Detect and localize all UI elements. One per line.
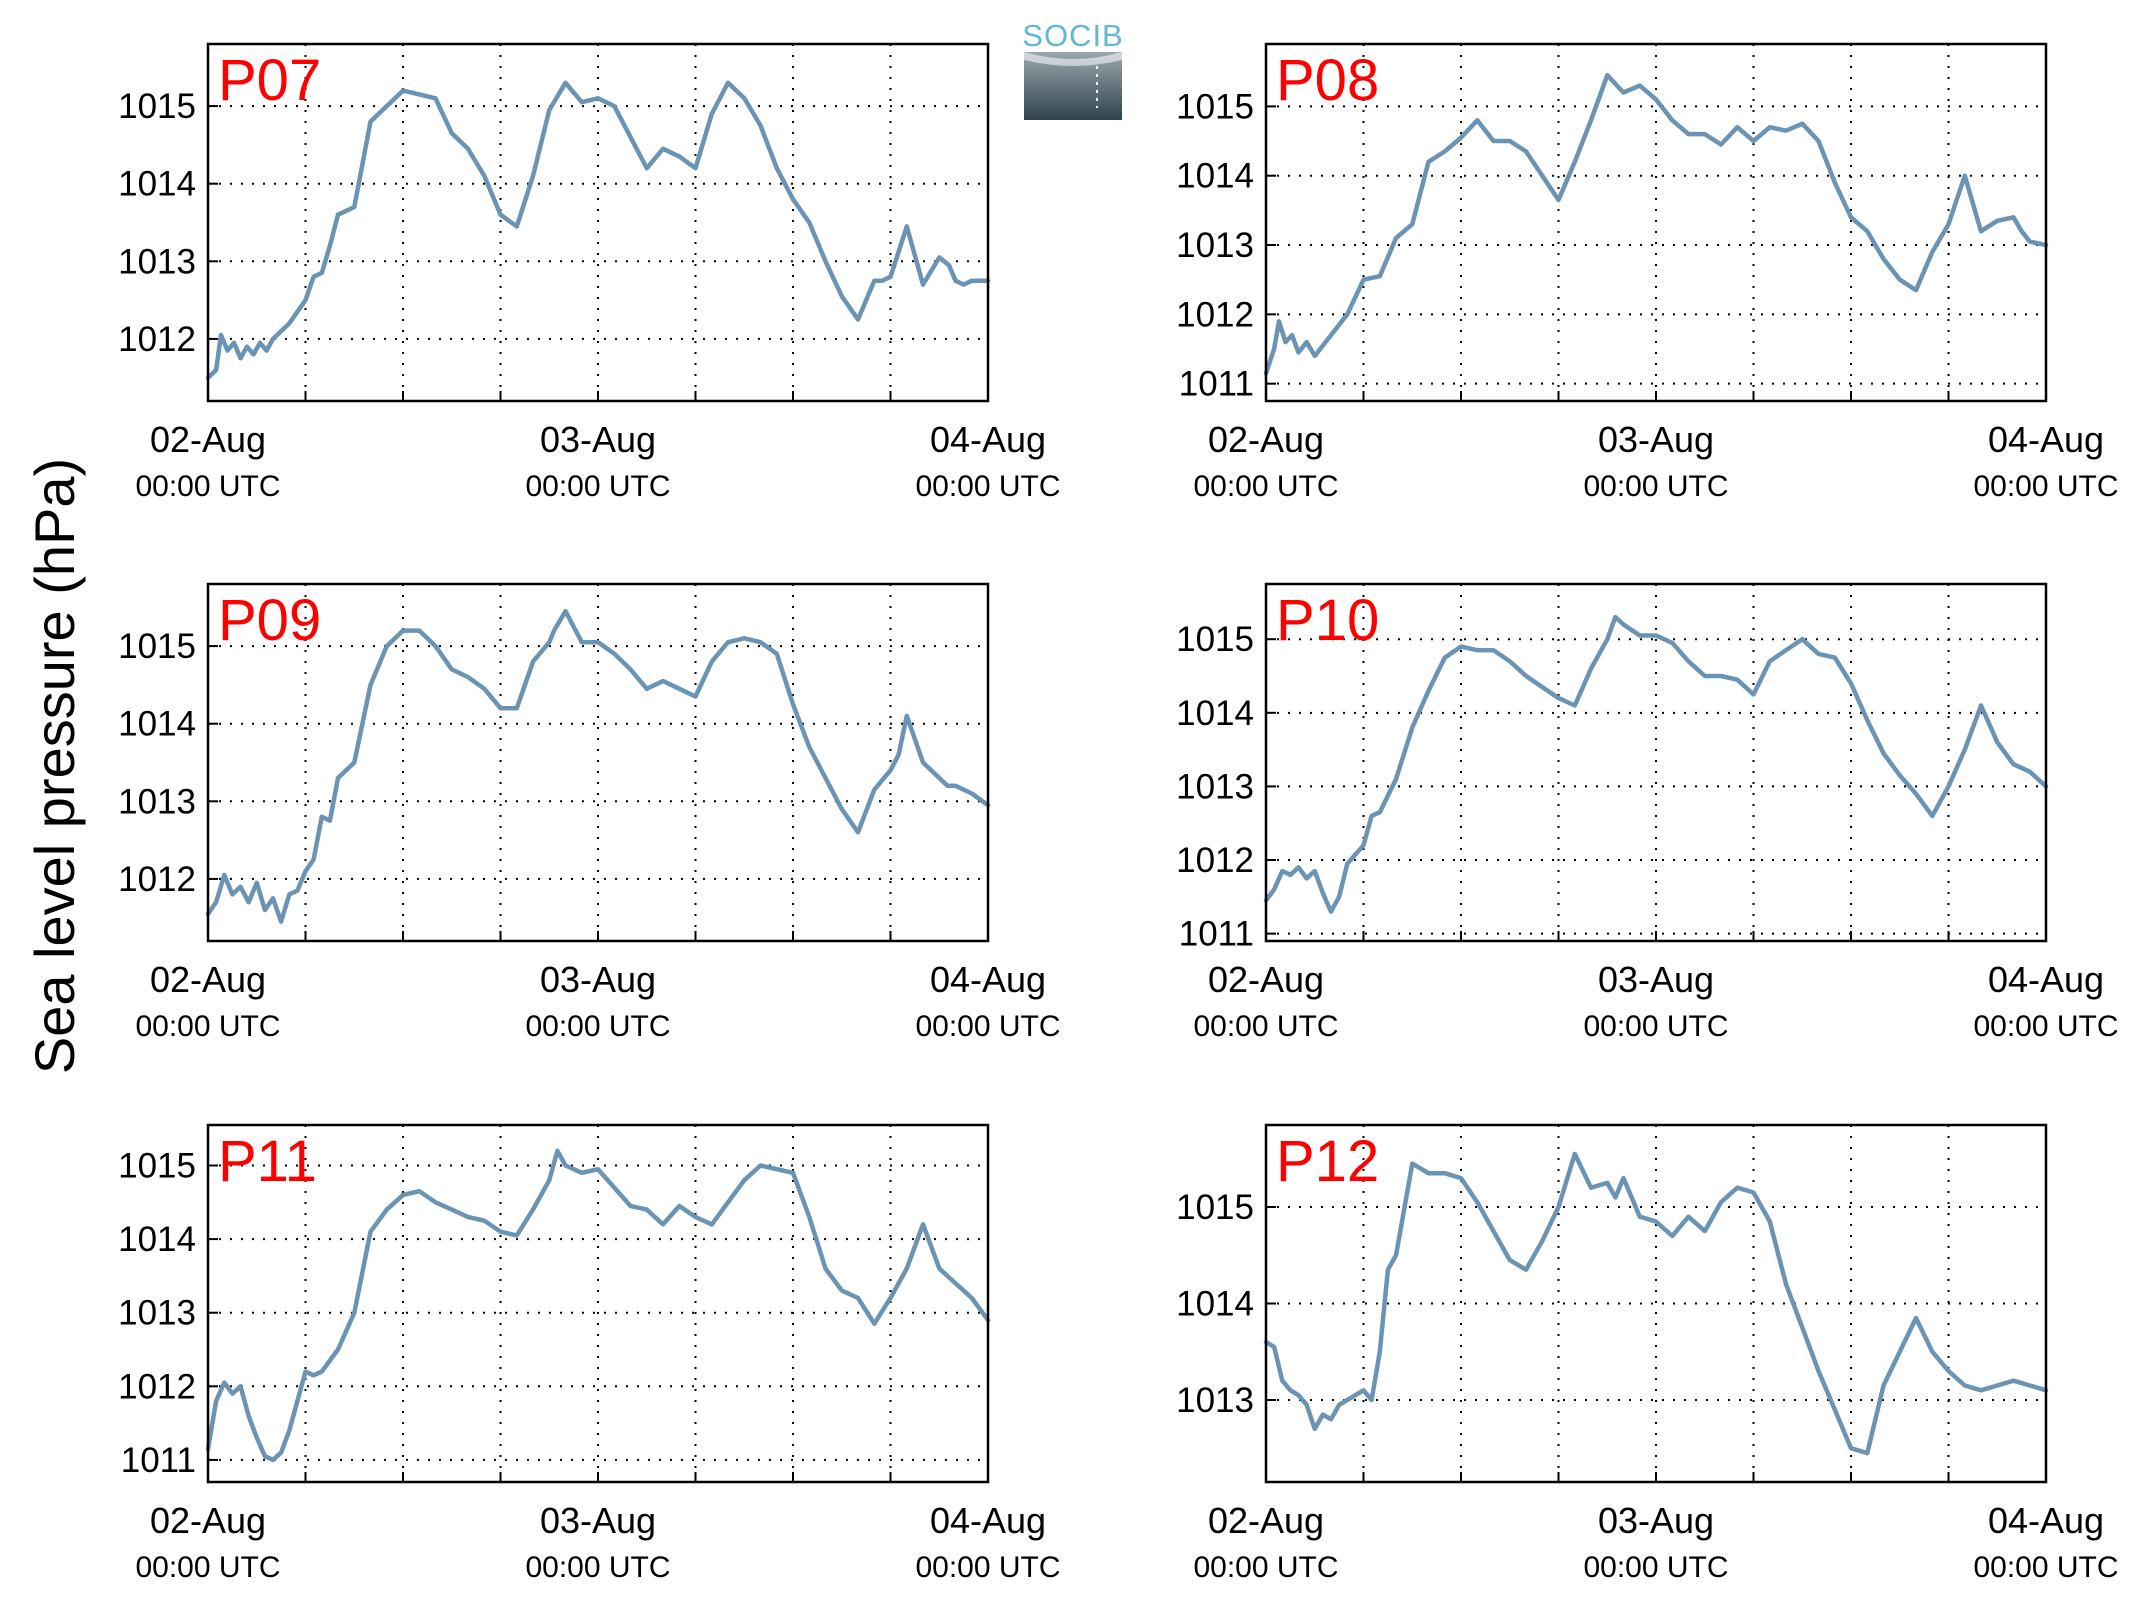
y-tick-label: 1013: [1176, 767, 1254, 806]
pressure-series-line: [205, 80, 991, 380]
panel-label: P12: [1276, 1129, 1379, 1194]
y-tick-label: 1012: [118, 860, 196, 899]
plot-frame: [206, 1123, 990, 1484]
y-tick-label: 1015: [1176, 620, 1254, 659]
pressure-series-line: [205, 608, 991, 924]
x-tick-time-label: 00:00 UTC: [1193, 1010, 1338, 1043]
x-tick-time-label: 00:00 UTC: [1193, 470, 1338, 503]
x-tick-time-label: 00:00 UTC: [1583, 1010, 1728, 1043]
panel-p11: 1011 1012 1013 1014 1015 02-Aug 00:00 UTC 03-Au…: [118, 1123, 1061, 1584]
y-tick-label: 1013: [1176, 226, 1254, 265]
y-tick-label: 1015: [118, 1146, 196, 1185]
x-tick-date-label: 04-Aug: [1988, 1500, 2104, 1541]
y-tick-label: 1012: [1176, 841, 1254, 880]
x-tick-time-label: 00:00 UTC: [1193, 1551, 1338, 1584]
x-tick-date-label: 03-Aug: [540, 419, 656, 460]
plot-frame: [1264, 582, 2048, 943]
socib-logo-text: SOCIB: [1022, 18, 1123, 53]
pressure-series-line: [205, 1148, 991, 1463]
panel-label: P11: [218, 1129, 317, 1194]
x-tick-date-label: 04-Aug: [930, 419, 1046, 460]
panel-p08: 1011 1012 1013 1014 1015 02-Aug 00:00 UTC 03-Au…: [1176, 42, 2119, 503]
x-tick-time-label: 00:00 UTC: [135, 1010, 280, 1043]
x-tick-date-label: 04-Aug: [1988, 959, 2104, 1000]
x-tick-date-label: 03-Aug: [1598, 419, 1714, 460]
plot-frame: [1264, 42, 2048, 403]
y-tick-label: 1015: [118, 627, 196, 666]
panel-label: P10: [1276, 588, 1379, 653]
panel-label: P09: [218, 588, 321, 653]
x-tick-date-label: 04-Aug: [1988, 419, 2104, 460]
panel-label: P07: [218, 48, 321, 113]
y-tick-label: 1012: [118, 1367, 196, 1406]
x-tick-time-label: 00:00 UTC: [1973, 1551, 2118, 1584]
y-tick-label: 1011: [1179, 915, 1254, 954]
plot-frame: [206, 42, 990, 403]
pressure-series-line: [1263, 72, 2049, 376]
x-tick-time-label: 00:00 UTC: [135, 1551, 280, 1584]
y-tick-label: 1014: [118, 705, 196, 744]
y-tick-label: 1015: [1176, 87, 1254, 126]
x-tick-date-label: 02-Aug: [1208, 419, 1324, 460]
x-tick-date-label: 02-Aug: [150, 419, 266, 460]
y-tick-label: 1014: [1176, 1285, 1254, 1324]
y-tick-label: 1014: [1176, 157, 1254, 196]
y-axis-title: Sea level pressure (hPa): [23, 458, 86, 1074]
y-tick-label: 1015: [118, 87, 196, 126]
x-tick-time-label: 00:00 UTC: [1583, 470, 1728, 503]
x-tick-time-label: 00:00 UTC: [1583, 1551, 1728, 1584]
y-tick-label: 1013: [118, 782, 196, 821]
panel-p09: 1012 1013 1014 1015 02-Aug 00:00 UTC 03-Aug 00:…: [118, 582, 1061, 1043]
x-tick-time-label: 00:00 UTC: [1973, 470, 2118, 503]
panel-p10: 1011 1012 1013 1014 1015 02-Aug 00:00 UTC 03-Au…: [1176, 582, 2119, 1043]
x-tick-time-label: 00:00 UTC: [1973, 1010, 2118, 1043]
x-tick-time-label: 00:00 UTC: [525, 1551, 670, 1584]
plot-frame: [1264, 1123, 2048, 1484]
x-tick-date-label: 02-Aug: [1208, 1500, 1324, 1541]
y-tick-label: 1012: [118, 320, 196, 359]
x-tick-date-label: 02-Aug: [150, 959, 266, 1000]
x-tick-date-label: 04-Aug: [930, 959, 1046, 1000]
pressure-series-line: [1263, 1151, 2049, 1456]
y-tick-label: 1012: [1176, 295, 1254, 334]
y-tick-label: 1014: [1176, 694, 1254, 733]
x-tick-date-label: 02-Aug: [1208, 959, 1324, 1000]
y-tick-label: 1014: [118, 1220, 196, 1259]
x-tick-time-label: 00:00 UTC: [915, 1551, 1060, 1584]
x-tick-date-label: 03-Aug: [1598, 1500, 1714, 1541]
y-tick-label: 1014: [118, 165, 196, 204]
y-tick-label: 1011: [121, 1441, 196, 1480]
y-tick-label: 1011: [1179, 365, 1254, 404]
x-tick-date-label: 03-Aug: [540, 1500, 656, 1541]
socib-logo-icon: SOCIB: [1022, 18, 1123, 120]
panel-p07: 1012 1013 1014 1015 02-Aug 00:00 UTC 03-Aug 00:…: [118, 42, 1061, 503]
x-tick-date-label: 03-Aug: [1598, 959, 1714, 1000]
x-tick-time-label: 00:00 UTC: [525, 1010, 670, 1043]
x-tick-time-label: 00:00 UTC: [915, 1010, 1060, 1043]
panel-label: P08: [1276, 48, 1379, 113]
x-tick-time-label: 00:00 UTC: [915, 470, 1060, 503]
x-tick-date-label: 03-Aug: [540, 959, 656, 1000]
panel-p12: 1013 1014 1015 02-Aug 00:00 UTC 03-Aug 00:00 U…: [1176, 1123, 2119, 1584]
plot-frame: [206, 582, 990, 943]
x-tick-date-label: 04-Aug: [930, 1500, 1046, 1541]
x-tick-time-label: 00:00 UTC: [525, 470, 670, 503]
y-tick-label: 1013: [118, 242, 196, 281]
x-tick-date-label: 02-Aug: [150, 1500, 266, 1541]
x-tick-time-label: 00:00 UTC: [135, 470, 280, 503]
y-tick-label: 1013: [1176, 1381, 1254, 1420]
y-tick-label: 1015: [1176, 1188, 1254, 1227]
pressure-series-line: [1263, 614, 2049, 914]
y-tick-label: 1013: [118, 1294, 196, 1333]
